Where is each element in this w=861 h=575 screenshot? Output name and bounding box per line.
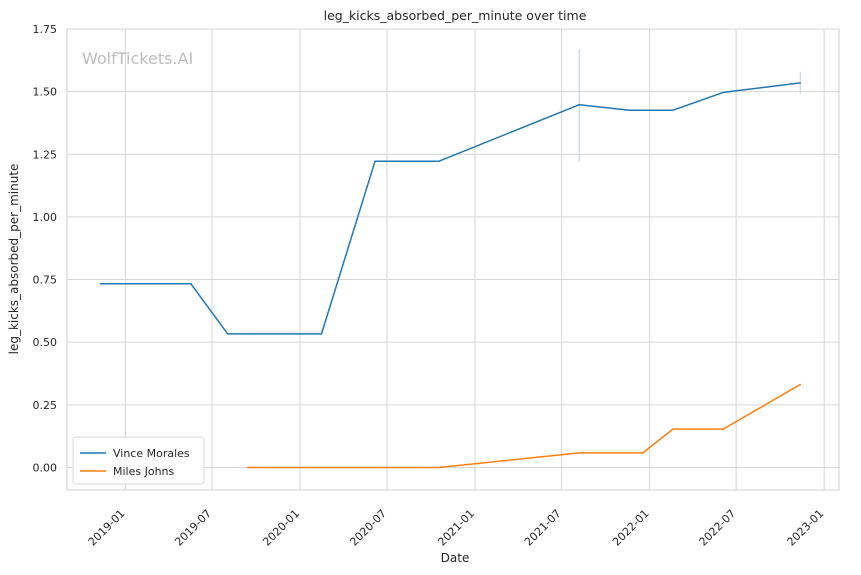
data-point	[437, 466, 440, 469]
x-axis-ticks: 2019-01 2019-07 2020-01 2020-07 2021-01 2021-…	[86, 507, 827, 549]
data-point	[799, 383, 802, 386]
data-point	[672, 109, 674, 111]
y-axis-ticks: 0.00 0.25 0.50 0.75 1.00 1.25 1.50 1.75	[33, 23, 58, 474]
y-tick-label: 0.00	[33, 461, 58, 474]
data-point	[374, 160, 376, 163]
legend-label-series-1: Miles Johns	[113, 465, 175, 478]
y-tick-label: 1.50	[33, 86, 58, 99]
y-tick-label: 0.25	[33, 399, 58, 412]
y-tick-label: 1.75	[33, 23, 58, 36]
data-point	[722, 428, 725, 430]
x-tick-label: 2019-01	[86, 507, 128, 549]
data-point	[642, 452, 644, 454]
data-point	[578, 452, 581, 454]
data-point	[578, 103, 581, 106]
x-tick-label: 2021-01	[435, 507, 477, 549]
series-lines	[99, 82, 802, 469]
x-tick-label: 2023-01	[785, 507, 827, 549]
chart-title: leg_kicks_absorbed_per_minute over time	[324, 8, 587, 23]
data-point	[226, 333, 229, 335]
data-point	[799, 82, 802, 84]
y-tick-label: 0.50	[33, 336, 58, 349]
x-tick-label: 2022-07	[697, 507, 739, 549]
legend-box	[72, 436, 205, 485]
x-axis-title: Date	[441, 551, 470, 565]
y-tick-label: 1.00	[33, 211, 58, 224]
x-tick-label: 2020-07	[347, 507, 389, 549]
data-point	[190, 283, 192, 285]
y-gridlines	[67, 28, 839, 468]
x-tick-label: 2019-07	[172, 507, 214, 549]
y-tick-label: 1.25	[33, 148, 58, 161]
data-point	[628, 109, 631, 111]
watermark: WolfTickets.AI	[82, 49, 193, 68]
data-point	[672, 428, 674, 430]
data-point	[437, 160, 440, 163]
data-point	[99, 283, 102, 285]
plot-area	[66, 28, 840, 491]
legend-label-series-0: Vince Morales	[113, 447, 190, 460]
y-tick-label: 0.75	[33, 274, 58, 287]
data-point	[247, 466, 249, 469]
x-tick-label: 2022-01	[610, 507, 652, 549]
x-gridlines	[124, 29, 825, 490]
data-point	[320, 333, 323, 335]
data-point	[722, 91, 725, 94]
x-tick-label: 2020-01	[260, 507, 302, 549]
legend: Vince Morales Miles Johns	[72, 436, 205, 485]
x-tick-label: 2021-07	[522, 507, 564, 549]
y-axis-title: leg_kicks_absorbed_per_minute	[7, 164, 21, 355]
